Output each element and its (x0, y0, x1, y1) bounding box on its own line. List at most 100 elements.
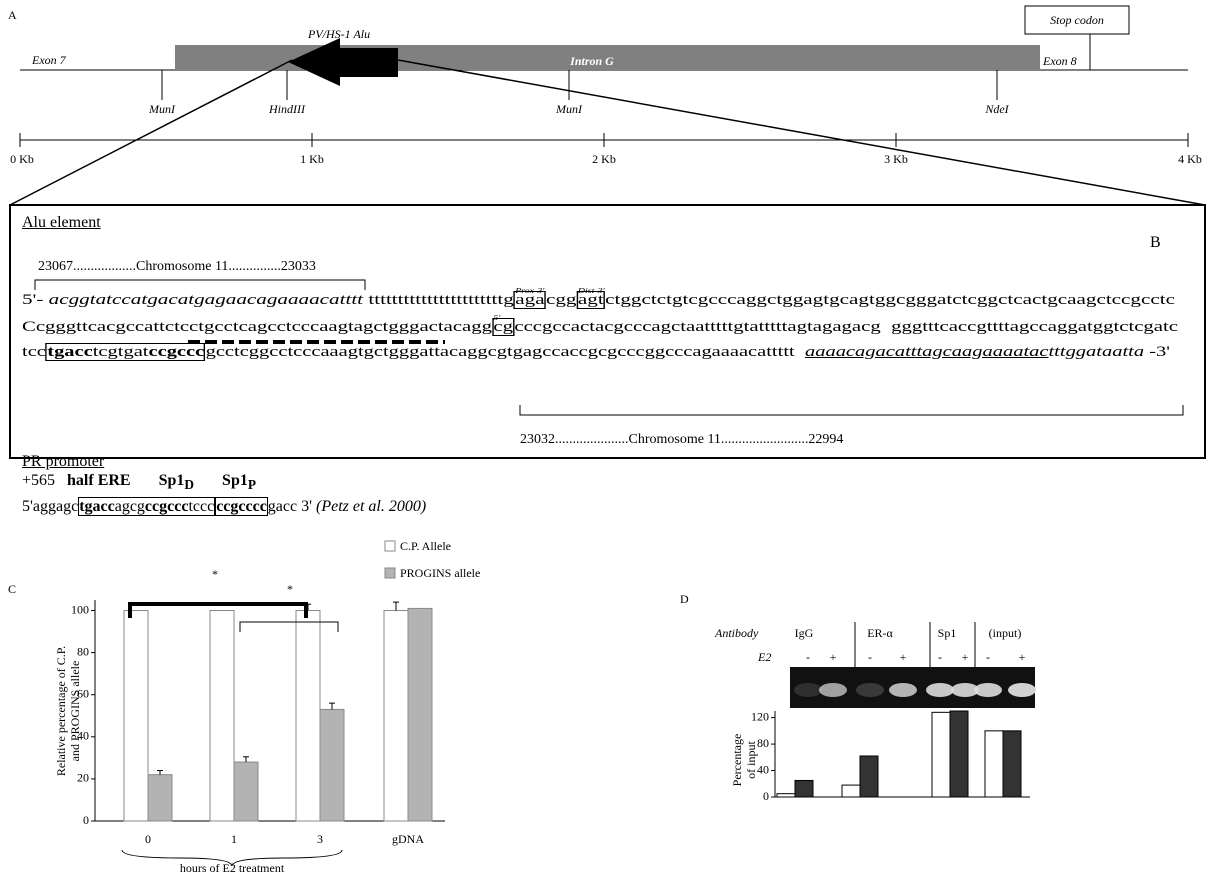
zoom-line (398, 60, 1205, 205)
y-tick-label: 40 (757, 762, 769, 776)
element: Sp1 (159, 472, 185, 489)
coordinates: 23067..................Chromosome 11....… (38, 258, 316, 276)
gel-label: E2 (757, 650, 771, 664)
x-tick-label: gDNA (392, 832, 424, 846)
y-tick-label: 80 (757, 736, 769, 750)
bar (408, 608, 432, 821)
seq: tttggataatta (1048, 344, 1144, 360)
citation: (Petz et al. 2000) (316, 498, 426, 515)
seq: gacc 3' (268, 498, 312, 515)
seq: cgg (546, 292, 577, 308)
legend-label: PROGINS allele (400, 566, 480, 580)
y-axis-label: Percentage (730, 734, 744, 787)
treatment-label: - (868, 650, 872, 664)
bracket (520, 405, 1183, 415)
x-tick-label: 0 (145, 832, 151, 846)
element: Sp1 (222, 472, 248, 489)
site-label: MunI (555, 102, 583, 116)
seq: Ccgggttcacgccattctcctgcctcagcctcccaagtag… (22, 319, 492, 335)
bar (210, 611, 234, 821)
bar (795, 780, 813, 797)
gel-band (1008, 683, 1036, 697)
bar (950, 711, 968, 797)
figure: A Exon 7 Intron G Exon 8 Stop codon PV/H… (0, 0, 1211, 874)
promoter-labels: +565 half ERE Sp1D Sp1P (22, 472, 256, 494)
panel-label: B (1150, 234, 1161, 252)
seq: ctggctctgtcgcccaggctggagtgcagtggcgggatct… (605, 292, 1175, 308)
gel-band (889, 683, 917, 697)
category-label: ER-α (867, 626, 893, 640)
bar (384, 611, 408, 821)
x-tick-label: 1 (231, 832, 237, 846)
treatment-label: + (962, 650, 969, 664)
seq: tccc (188, 498, 214, 515)
treatment-label: - (938, 650, 942, 664)
seq: tttttttttttttttttttttttg (363, 292, 514, 308)
bar (296, 611, 320, 821)
sequence-line: 5'- acggtatccatgacatgagaacagaaaacatttt t… (22, 291, 1175, 309)
intron-label: Intron G (569, 54, 614, 68)
category-label: Sp1 (938, 626, 957, 640)
seq: tgacc (79, 498, 115, 515)
site-label: NdeI (984, 102, 1009, 116)
site-label: HindIII (268, 102, 306, 116)
box-label: 5' (493, 309, 500, 327)
seq: cccgccactacgcccagctaatttttgtatttttagtaga… (514, 319, 1178, 335)
bar (320, 709, 344, 821)
y-tick-label: 0 (763, 789, 769, 803)
treatment-label: - (806, 650, 810, 664)
panel-label: D (680, 592, 689, 606)
y-axis-label: and PROGINS allele (68, 661, 82, 762)
gel-band (926, 683, 954, 697)
panel-label: C (8, 582, 16, 596)
gel-label: Antibody (714, 626, 759, 640)
box-label: Prox-3' (515, 282, 544, 300)
significance-star: * (287, 582, 293, 596)
legend-label: C.P. Allele (400, 539, 451, 553)
box-label: Dist-3' (578, 282, 605, 300)
sites (162, 70, 997, 100)
coordinates: 23032.....................Chromosome 11.… (520, 431, 843, 449)
position: +565 (22, 472, 55, 489)
seq: gcctcggcctcccaaagtgctgggattacaggcgtgagcc… (206, 344, 805, 360)
bar (932, 712, 950, 797)
legend-swatch (385, 541, 395, 551)
site-label: MunI (148, 102, 176, 116)
seq: ccgccc (149, 344, 205, 360)
bar (777, 794, 795, 797)
bar (234, 762, 258, 821)
seq: aaaacagacatttagcaagaaaatac (805, 344, 1049, 360)
legend-swatch (385, 568, 395, 578)
section-title: Alu element (22, 214, 101, 232)
treatment-label: + (1019, 650, 1026, 664)
treatment-label: + (900, 650, 907, 664)
scale-label: 1 Kb (300, 152, 324, 166)
scale-label: 4 Kb (1178, 152, 1202, 166)
seq: 5'- (22, 292, 49, 308)
scale-label: 2 Kb (592, 152, 616, 166)
seq-box: tgaccagcgccgccctccc (78, 497, 215, 516)
y-axis-label: of input (744, 741, 758, 779)
exon-label: Exon 8 (1042, 54, 1077, 68)
seq: tcc (22, 344, 46, 360)
seq: ccgcccc (216, 498, 267, 515)
category-label: IgG (795, 626, 814, 640)
element-sub: D (184, 477, 194, 492)
y-tick-label: 0 (83, 813, 89, 827)
gel-band (974, 683, 1002, 697)
treatment-label: + (830, 650, 837, 664)
seq: agcg (115, 498, 145, 515)
alu-label: PV/HS-1 Alu (307, 27, 370, 41)
seq: -3' (1144, 344, 1170, 360)
sequence-line: tcctgacctcgtgatccgcccgcctcggcctcccaaagtg… (22, 343, 1170, 361)
y-tick-label: 20 (77, 771, 89, 785)
category-label: (input) (989, 626, 1022, 640)
stop-label: Stop codon (1050, 13, 1104, 27)
seq: acggtatccatgacatgagaacagaaaacatttt (49, 292, 363, 308)
gel-band (856, 683, 884, 697)
scale-label: 3 Kb (884, 152, 908, 166)
treatment-label: - (986, 650, 990, 664)
